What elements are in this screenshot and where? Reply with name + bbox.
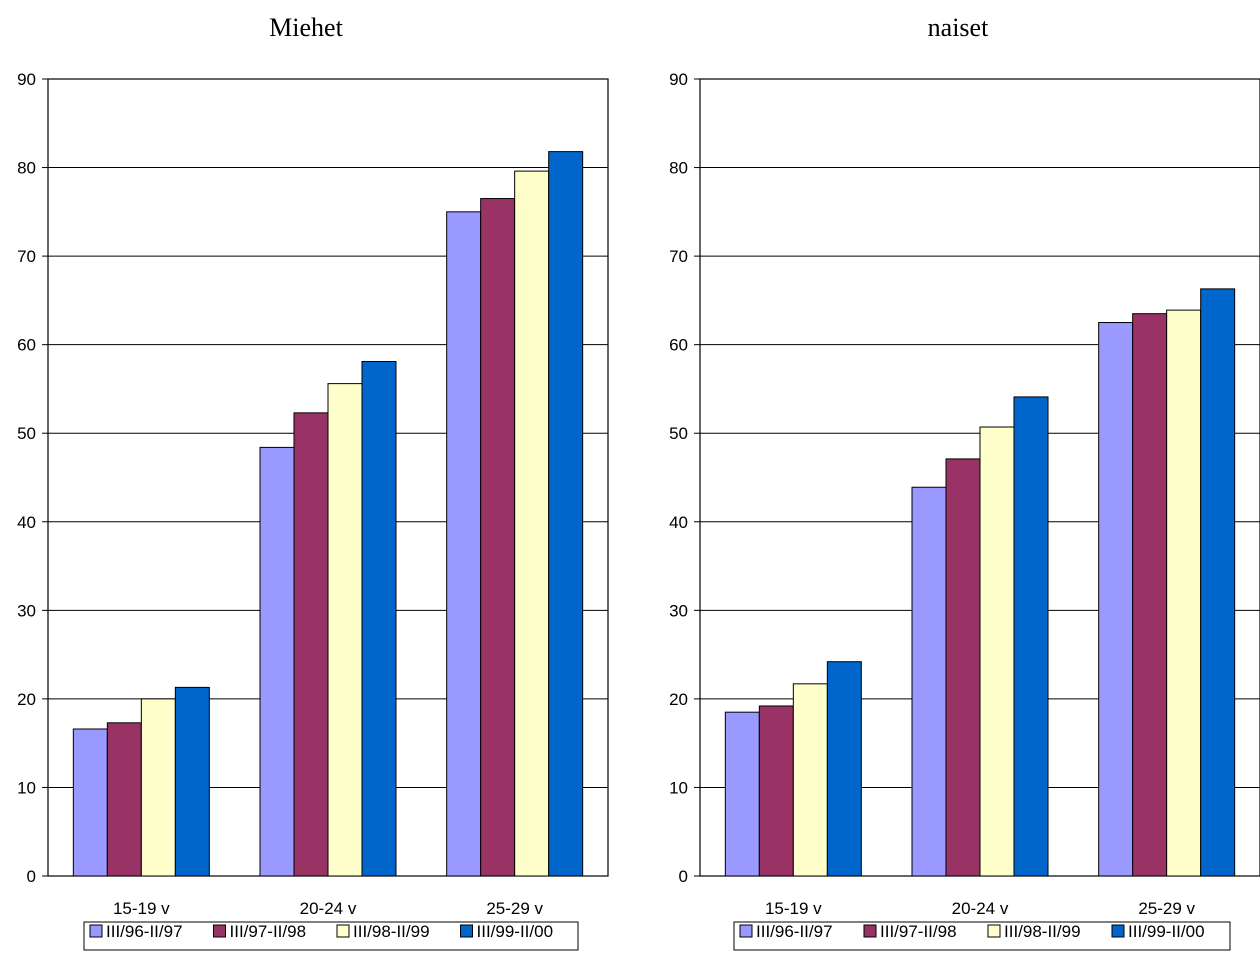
y-tick-label: 70 [669, 247, 688, 266]
legend-label: III/99-II/00 [477, 922, 554, 941]
bar [792, 683, 828, 877]
legend-swatch [863, 924, 877, 938]
y-tick-label: 50 [669, 424, 688, 443]
bar [758, 705, 794, 877]
x-tick-label: 15-19 v [113, 899, 170, 918]
legend-swatch [213, 924, 226, 938]
bar [327, 383, 363, 877]
bar [361, 360, 397, 877]
y-tick-label: 20 [17, 690, 36, 709]
y-tick-label: 40 [669, 513, 688, 532]
bar [174, 686, 210, 877]
legend-label: III/96-II/97 [756, 922, 833, 941]
bar [1166, 309, 1202, 877]
legend-label: III/97-II/98 [880, 922, 957, 941]
legend-box [83, 921, 579, 951]
bar [446, 211, 482, 877]
legend-swatch [1111, 924, 1125, 938]
y-tick-label: 10 [669, 778, 688, 797]
bar [1132, 313, 1168, 877]
y-tick-label: 0 [679, 867, 688, 886]
bar [724, 711, 760, 877]
bar [72, 728, 108, 877]
bar [480, 198, 516, 877]
chart-miehet: Miehet 0 10 20 30 40 50 60 70 80 90 15-19 v 20-24 v… [17, 13, 609, 951]
y-tick-label: 40 [17, 513, 36, 532]
legend-box [733, 921, 1231, 951]
legend-label: III/98-II/99 [1004, 922, 1081, 941]
x-tick-label: 15-19 v [765, 899, 822, 918]
x-tick-label: 25-29 v [486, 899, 543, 918]
bar [293, 412, 329, 877]
legend-swatch [89, 924, 103, 938]
bar [259, 446, 295, 877]
y-tick-label: 60 [17, 336, 36, 355]
y-tick-label: 20 [669, 690, 688, 709]
chart-title: Miehet [269, 13, 343, 42]
legend-label: III/97-II/98 [230, 922, 307, 941]
y-tick-label: 70 [17, 247, 36, 266]
y-tick-label: 10 [17, 778, 36, 797]
bar [140, 698, 176, 877]
legend-swatch [739, 924, 753, 938]
bar [945, 458, 981, 877]
legend-label: III/96-II/97 [106, 922, 183, 941]
bar [979, 426, 1015, 877]
legend-swatch [987, 924, 1001, 938]
y-tick-label: 90 [17, 70, 36, 89]
y-tick-label: 30 [669, 601, 688, 620]
y-tick-label: 80 [17, 159, 36, 178]
bar [911, 486, 947, 877]
x-tick-label: 20-24 v [300, 899, 357, 918]
bar [1200, 288, 1236, 877]
legend-label: III/99-II/00 [1128, 922, 1205, 941]
y-tick-label: 30 [17, 601, 36, 620]
bar [106, 722, 142, 877]
bar [1098, 322, 1134, 877]
bar [826, 661, 862, 877]
legend-swatch [336, 924, 350, 938]
y-tick-label: 60 [669, 336, 688, 355]
chart-naiset: naiset 0 10 20 30 40 50 60 70 80 90 15-19 v 20-24 v… [669, 13, 1260, 951]
chart-title: naiset [928, 13, 989, 42]
legend-swatch [460, 924, 473, 938]
bar [548, 151, 584, 877]
y-tick-label: 50 [17, 424, 36, 443]
x-tick-label: 20-24 v [952, 899, 1009, 918]
x-tick-label: 25-29 v [1138, 899, 1195, 918]
bar [514, 170, 550, 877]
legend-label: III/98-II/99 [353, 922, 430, 941]
y-tick-label: 90 [669, 70, 688, 89]
y-tick-label: 80 [669, 159, 688, 178]
bar [1013, 396, 1049, 877]
y-tick-label: 0 [27, 867, 36, 886]
